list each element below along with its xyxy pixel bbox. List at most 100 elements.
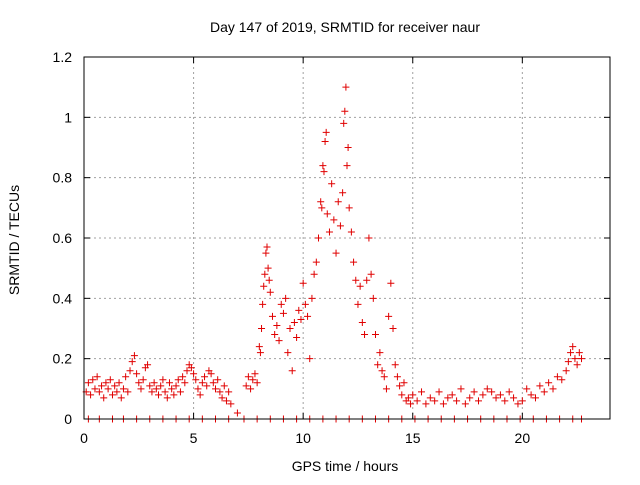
- data-point-marker: [155, 391, 163, 399]
- data-point-marker: [501, 397, 509, 405]
- data-point-marker: [336, 222, 344, 230]
- data-point-marker: [350, 258, 358, 266]
- data-point-marker: [536, 382, 544, 390]
- data-point-marker: [172, 382, 180, 390]
- data-point-marker: [356, 282, 364, 290]
- data-point-marker: [422, 400, 430, 408]
- data-point-marker: [135, 379, 143, 387]
- data-point-marker: [562, 367, 570, 375]
- data-point-marker: [332, 249, 340, 257]
- data-point-marker: [374, 361, 382, 369]
- data-point-marker: [435, 388, 443, 396]
- data-point-marker: [297, 315, 305, 323]
- data-point-marker: [216, 388, 224, 396]
- data-point-marker: [150, 379, 158, 387]
- data-point-marker: [341, 107, 349, 115]
- data-point-marker: [475, 397, 482, 405]
- data-point-marker: [84, 379, 92, 387]
- data-point-marker: [119, 385, 127, 393]
- data-point-marker: [492, 394, 500, 402]
- data-point-marker: [227, 400, 235, 408]
- data-point-marker: [404, 394, 412, 402]
- data-point-marker: [380, 373, 388, 381]
- data-point-marker: [117, 394, 125, 402]
- data-point-marker: [387, 279, 395, 287]
- data-point-marker: [573, 361, 581, 369]
- data-point-marker: [137, 385, 145, 393]
- data-point-marker: [389, 325, 397, 332]
- data-point-marker: [523, 385, 531, 393]
- data-point-marker: [299, 279, 307, 287]
- data-point-marker: [95, 388, 103, 396]
- data-point-marker: [418, 388, 426, 396]
- data-point-marker: [396, 382, 404, 390]
- data-point-marker: [340, 119, 348, 127]
- data-point-marker: [100, 394, 108, 402]
- data-point-marker: [363, 276, 371, 284]
- data-point-marker: [247, 385, 255, 393]
- data-point-marker: [444, 394, 452, 402]
- data-point-marker: [115, 379, 123, 387]
- data-point-marker: [159, 376, 167, 384]
- data-point-marker: [262, 249, 270, 257]
- data-point-marker: [510, 394, 518, 402]
- data-point-marker: [251, 370, 259, 378]
- data-point-marker: [87, 391, 95, 399]
- data-points: [82, 83, 586, 423]
- data-point-marker: [128, 358, 136, 366]
- data-point-marker: [266, 288, 274, 296]
- data-point-marker: [277, 300, 285, 308]
- x-tick-label: 20: [515, 430, 531, 446]
- data-point-marker: [284, 349, 292, 357]
- data-point-marker: [122, 373, 130, 381]
- data-point-marker: [201, 373, 209, 381]
- data-point-marker: [258, 325, 266, 332]
- data-point-marker: [139, 376, 147, 384]
- data-point-marker: [106, 376, 114, 384]
- data-point-marker: [391, 361, 399, 369]
- data-point-marker: [527, 391, 535, 399]
- data-point-marker: [347, 228, 355, 236]
- y-tick-label: 0: [64, 411, 72, 427]
- data-point-marker: [398, 391, 406, 399]
- data-point-marker: [253, 379, 261, 387]
- data-point-marker: [376, 349, 384, 357]
- data-point-marker: [448, 391, 456, 399]
- data-point-marker: [181, 379, 189, 387]
- data-point-marker: [531, 394, 539, 402]
- data-point-marker: [325, 228, 333, 236]
- data-point-marker: [328, 180, 336, 188]
- data-point-marker: [233, 409, 241, 417]
- data-point-marker: [343, 162, 351, 170]
- data-point-marker: [470, 388, 478, 396]
- data-point-marker: [371, 331, 379, 339]
- data-point-marker: [479, 391, 487, 399]
- data-point-marker: [183, 367, 191, 375]
- data-point-marker: [176, 388, 184, 396]
- data-point-marker: [407, 400, 415, 408]
- data-point-marker: [263, 243, 271, 251]
- data-point-marker: [558, 376, 566, 384]
- data-point-marker: [290, 318, 298, 326]
- data-point-marker: [91, 385, 99, 393]
- data-point-marker: [545, 379, 553, 387]
- data-point-marker: [315, 234, 323, 242]
- data-point-marker: [187, 364, 195, 372]
- data-point-marker: [89, 376, 97, 384]
- data-point-marker: [354, 300, 362, 308]
- y-tick-label: 0.4: [53, 290, 73, 306]
- data-point-marker: [310, 270, 318, 278]
- data-point-marker: [288, 367, 296, 375]
- data-point-marker: [564, 358, 572, 366]
- data-point-marker: [514, 400, 522, 408]
- data-point-marker: [369, 294, 377, 302]
- data-point-marker: [312, 258, 320, 266]
- data-point-marker: [400, 379, 408, 387]
- data-point-marker: [549, 385, 557, 393]
- data-point-marker: [575, 349, 583, 357]
- data-point-marker: [342, 83, 350, 91]
- data-point-marker: [488, 388, 496, 396]
- data-point-marker: [220, 382, 228, 390]
- data-point-marker: [198, 379, 206, 387]
- data-point-marker: [93, 373, 101, 381]
